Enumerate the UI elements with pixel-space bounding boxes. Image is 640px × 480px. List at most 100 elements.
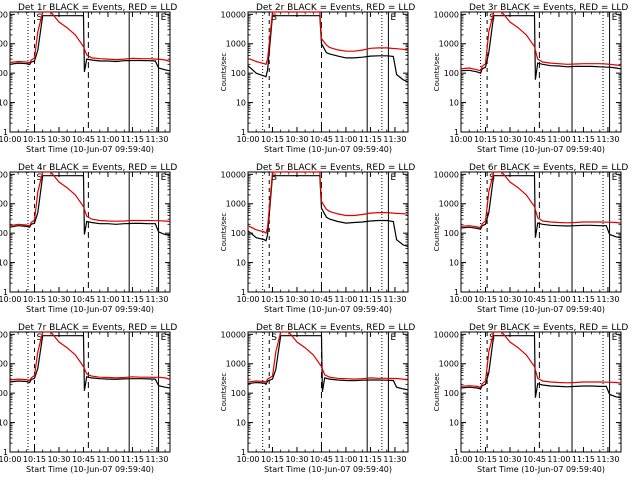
y-tick-label: 1: [454, 448, 459, 457]
marker-label: E: [161, 333, 167, 343]
y-tick-label: 1000: [439, 200, 459, 209]
marker-label: S: [36, 173, 42, 183]
y-tick-label: 1000: [0, 40, 8, 49]
x-tick-label: 10:15: [261, 295, 284, 304]
x-tick-label: 11:15: [359, 135, 382, 144]
x-tick-label: 10:45: [72, 455, 95, 464]
y-tick-label: 10: [236, 419, 246, 428]
x-tick-label: 10:30: [47, 135, 70, 144]
y-tick-label: 1000: [0, 360, 8, 369]
series-line-lld: [460, 331, 622, 389]
x-tick-label: 10:15: [261, 135, 284, 144]
y-axis-label: Counts/sec: [433, 53, 441, 92]
x-tick-label: 11:15: [121, 295, 144, 304]
panel-title: Det 9r BLACK = Events, RED = LLD: [469, 323, 628, 333]
detector-panel-2: 1 10 100 1000 10000 10:00 10:15 10:30 10:45 11:00…: [220, 3, 415, 154]
y-tick-label: 100: [0, 229, 8, 238]
x-tick-label: 10:00: [449, 135, 472, 144]
x-tick-label: 11:15: [572, 455, 595, 464]
y-tick-label: 10000: [0, 170, 8, 179]
detector-panel-4: 1 10 100 1000 10000 10:0010:1510:3010:4511:00…: [0, 163, 177, 314]
x-tick-label: 10:15: [23, 295, 46, 304]
x-tick-label: 10:00: [0, 295, 22, 304]
x-tick-label: 11:15: [572, 135, 595, 144]
y-tick-label: 100: [231, 69, 246, 78]
series-line-events: [247, 15, 409, 83]
x-tick-label: 10:30: [47, 295, 70, 304]
series-line-events: [460, 175, 622, 239]
marker-label: S: [36, 13, 42, 23]
series-line-lld: [9, 331, 171, 382]
y-tick-label: 100: [231, 389, 246, 398]
x-tick-label: 11:00: [547, 135, 570, 144]
series-line-events: [247, 175, 409, 248]
series-line-events: [460, 15, 622, 80]
x-tick-label: 10:45: [310, 135, 333, 144]
y-tick-label: 1: [3, 448, 8, 457]
y-tick-label: 10000: [434, 330, 459, 339]
series-line-lld: [9, 11, 171, 64]
x-tick-label: 11:30: [596, 295, 619, 304]
y-tick-label: 100: [0, 69, 8, 78]
y-tick-label: 10: [449, 99, 459, 108]
panel-title: Det 8r BLACK = Events, RED = LLD: [256, 323, 415, 333]
detector-panel-8: 1 10 100 1000 10000 10:00 10:15 10:30 10:45 11:00…: [220, 323, 415, 474]
x-tick-label: 10:00: [449, 455, 472, 464]
x-tick-label: 10:15: [474, 295, 497, 304]
panel-title: Det 6r BLACK = Events, RED = LLD: [469, 163, 628, 173]
plot-frame: [247, 171, 409, 293]
y-tick-label: 10: [236, 259, 246, 268]
marker-label: S: [36, 333, 42, 343]
y-tick-label: 100: [444, 389, 459, 398]
x-tick-label: 10:15: [474, 135, 497, 144]
marker-label: E: [612, 13, 618, 23]
x-tick-label: 11:30: [145, 295, 168, 304]
y-tick-label: 1000: [439, 360, 459, 369]
x-tick-label: 10:15: [23, 455, 46, 464]
y-tick-label: 1: [3, 288, 8, 297]
x-tick-label: 10:30: [285, 295, 308, 304]
detector-panel-3: 1 10 100 1000 10000 10:00 10:15 10:30 10:45 11:00…: [433, 3, 628, 154]
y-tick-label: 10000: [0, 330, 8, 339]
series-line-lld: [247, 171, 409, 235]
y-axis-label: Counts/sec: [433, 373, 441, 412]
x-tick-label: 11:15: [572, 295, 595, 304]
x-tick-label: 10:45: [310, 295, 333, 304]
x-tick-label: 10:15: [474, 455, 497, 464]
series-line-lld: [460, 11, 622, 72]
x-tick-label: 11:00: [334, 135, 357, 144]
y-tick-label: 1000: [0, 200, 8, 209]
x-tick-label: 11:30: [145, 455, 168, 464]
series-line-lld: [247, 11, 409, 66]
series-line-events: [9, 15, 171, 73]
x-tick-label: 10:30: [498, 295, 521, 304]
marker-label: E: [390, 13, 396, 23]
x-tick-label: 11:00: [334, 295, 357, 304]
series-line-events: [247, 335, 409, 392]
series-line-events: [9, 175, 171, 236]
y-tick-label: 100: [0, 389, 8, 398]
x-tick-label: 10:15: [261, 455, 284, 464]
y-tick-label: 10000: [221, 10, 246, 19]
panel-title: Det 1r BLACK = Events, RED = LLD: [18, 3, 177, 13]
y-tick-label: 10: [0, 259, 8, 268]
y-tick-label: 10000: [434, 170, 459, 179]
detector-panel-6: 1 10 100 1000 10000 10:00 10:15 10:30 10:45 11:00…: [433, 163, 628, 314]
x-tick-label: 11:15: [121, 135, 144, 144]
x-tick-label: 11:30: [383, 135, 406, 144]
plot-frame: [9, 331, 171, 453]
marker-label: E: [161, 13, 167, 23]
x-tick-label: 11:30: [383, 295, 406, 304]
y-tick-label: 1: [454, 128, 459, 137]
panel-title: Det 7r BLACK = Events, RED = LLD: [18, 323, 177, 333]
marker-label: E: [612, 333, 618, 343]
x-tick-label: 10:30: [498, 455, 521, 464]
y-tick-label: 1: [241, 448, 246, 457]
x-tick-label: 11:00: [96, 135, 119, 144]
x-axis-label: Start Time (10-Jun-07 09:59:40): [264, 305, 392, 314]
marker-label: S: [271, 333, 277, 343]
series-line-lld: [247, 331, 409, 383]
x-axis-label: Start Time (10-Jun-07 09:59:40): [477, 145, 605, 154]
series-line-lld: [9, 171, 171, 227]
detector-panel-9: 1 10 100 1000 10000 10:00 10:15 10:30 10:45 11:00…: [433, 323, 628, 474]
